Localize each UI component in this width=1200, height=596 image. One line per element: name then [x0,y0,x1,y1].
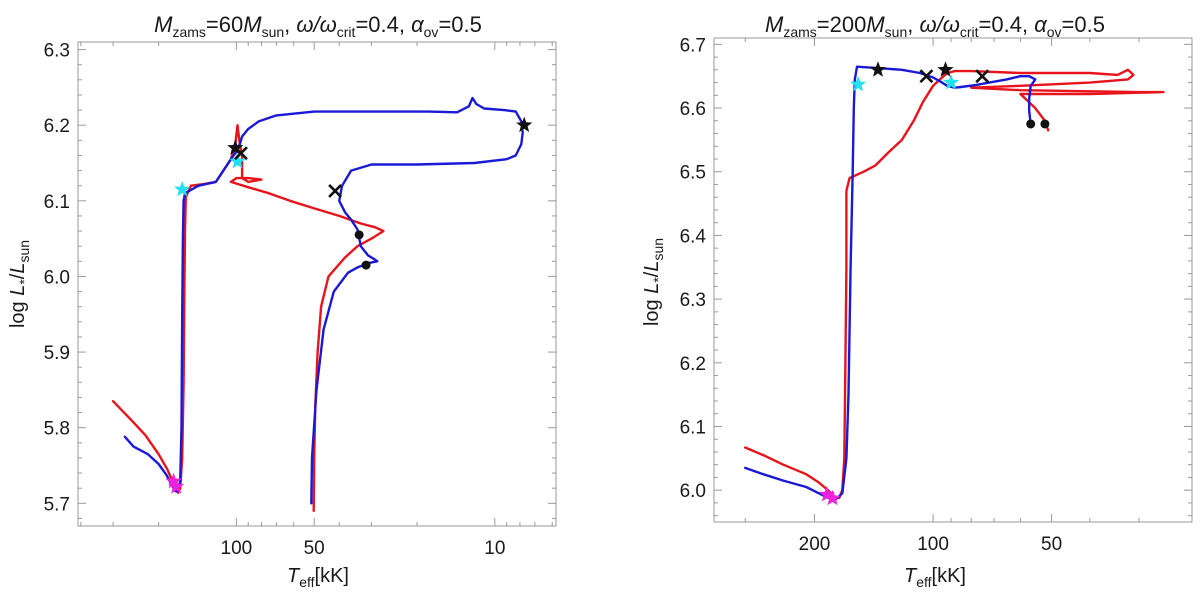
x-tick-label: 200 [799,534,831,555]
star-marker [516,116,533,133]
cross-marker [919,69,934,84]
left-markers [165,116,533,494]
cross-marker [328,184,343,198]
left-series [111,96,524,513]
x-tick-label: 100 [221,538,253,559]
y-tick-label: 6.2 [680,354,706,375]
star-marker [869,61,887,77]
right-x-ticks: 200 100 50 [744,38,1140,555]
dot-marker [361,260,371,270]
star-marker [850,76,867,92]
y-tick-label: 6.1 [680,417,706,438]
star-marker [165,472,182,489]
star-marker [818,486,835,502]
y-tick-label: 6.0 [680,481,706,502]
left-chart: Mzams=60Msun, ω/ωcrit=0.4, αov=0.5 100 50… [7,12,557,590]
y-tick-label: 6.2 [44,116,70,137]
right-series [744,65,1165,501]
right-y-axis-label: log L*/Lsun [641,238,666,326]
left-y-ticks: 5.7 5.8 5.9 6.0 6.1 6.2 6.3 [44,41,556,519]
y-tick-label: 6.1 [44,192,70,213]
right-markers [818,61,1050,506]
y-tick-label: 6.3 [44,41,70,62]
x-tick-label: 10 [484,538,505,559]
left-y-axis-label: log L*/Lsun [7,240,32,328]
dot-marker [1026,119,1036,129]
y-tick-label: 6.6 [680,99,706,120]
right-chart: Mzams=200Msun, ω/ωcrit=0.4, αov=0.5 200 1… [641,12,1193,590]
y-tick-label: 6.4 [680,226,707,247]
dot-marker [354,230,364,240]
right-x-axis-label: Teff[kK] [904,565,966,590]
y-tick-label: 6.5 [680,163,706,184]
y-tick-label: 5.7 [44,494,70,515]
left-chart-title: Mzams=60Msun, ω/ωcrit=0.4, αov=0.5 [154,12,482,40]
star-marker [174,181,191,197]
y-tick-label: 6.3 [680,290,706,311]
track-blue-line [123,96,524,505]
star-marker [824,489,841,506]
star-marker [168,478,185,494]
right-plot-frame [713,37,1193,523]
track-red-line [744,68,1165,499]
right-chart-title: Mzams=200Msun, ω/ωcrit=0.4, αov=0.5 [765,12,1105,40]
y-tick-label: 6.7 [680,35,706,56]
dot-marker [1040,119,1050,129]
star-marker [943,74,960,90]
star-marker [937,61,954,77]
left-plot-frame [77,41,557,527]
x-tick-label: 50 [1041,534,1062,555]
x-tick-label: 50 [304,538,325,559]
x-tick-label: 100 [917,534,949,555]
y-tick-label: 6.0 [44,267,70,288]
cross-marker [234,146,248,161]
y-tick-label: 5.9 [44,343,70,364]
cross-marker [975,69,990,84]
star-marker [229,153,246,169]
y-tick-label: 5.8 [44,419,70,440]
right-y-ticks: 6.0 6.1 6.2 6.3 6.4 6.5 6.6 6.7 [680,35,1192,517]
track-blue-line [744,65,1037,501]
left-x-ticks: 100 50 10 [80,42,553,559]
left-x-axis-label: Teff[kK] [287,565,349,590]
